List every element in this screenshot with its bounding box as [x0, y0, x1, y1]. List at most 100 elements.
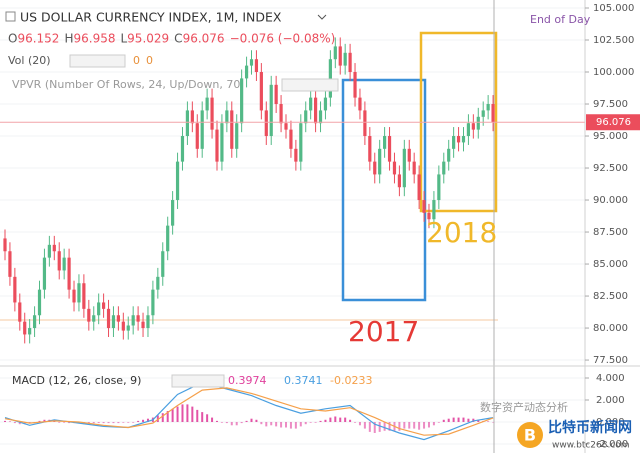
histogram-bar — [388, 421, 391, 431]
y-tick-label: 102.500 — [593, 35, 634, 46]
macd-value: -0.0233 — [330, 374, 372, 387]
candle-body — [47, 244, 51, 258]
icon-group[interactable] — [69, 54, 126, 68]
candle-body — [52, 244, 56, 252]
candle-body — [284, 123, 288, 130]
candle-body — [136, 315, 140, 322]
axis: 77.500 80.000 82.500 85.000 87.500 90.000 92.5… — [585, 3, 640, 450]
candle-body — [249, 59, 254, 66]
histogram-bar — [191, 406, 194, 422]
candle-body — [146, 315, 150, 329]
histogram-bar — [309, 421, 312, 423]
candle-body — [3, 238, 7, 252]
histogram-bar — [142, 419, 145, 422]
candle-body — [28, 328, 32, 335]
histogram-bar — [299, 421, 302, 427]
candle-body — [358, 97, 362, 111]
y-tick-label: 77.500 — [593, 355, 628, 366]
watermark-caption: 数字资产动态分析 — [480, 400, 568, 414]
candle-body — [383, 136, 387, 149]
histogram-bar — [255, 419, 258, 422]
candle-body — [225, 110, 229, 124]
histogram-bar — [38, 420, 41, 422]
histogram-bar — [112, 421, 115, 424]
volume-value: 0 — [133, 54, 140, 67]
histogram-bar — [215, 420, 218, 422]
histogram-bar — [97, 421, 100, 424]
candle-body — [67, 257, 71, 290]
histogram-bar — [171, 408, 174, 422]
last-price-box — [586, 114, 640, 131]
readout-item: C — [174, 32, 182, 46]
histogram-bar — [68, 421, 71, 424]
histogram-bar — [413, 421, 416, 429]
candle-body — [333, 46, 337, 60]
candle-body — [259, 72, 263, 111]
histogram-bar — [378, 421, 381, 432]
histogram-bar — [211, 417, 214, 422]
candle-body — [220, 123, 224, 162]
candle-body — [432, 200, 436, 220]
readout-item: O — [8, 32, 17, 46]
candle-body — [156, 276, 160, 290]
candle-body — [461, 136, 466, 143]
histogram-bar — [245, 420, 248, 422]
candle-body — [77, 283, 81, 303]
candle-body — [141, 321, 145, 329]
y-tick-label: 2.000 — [596, 395, 625, 406]
histogram-bar — [230, 421, 233, 426]
candle-body — [121, 321, 125, 331]
histogram-bar — [107, 421, 110, 424]
candle-body — [442, 161, 446, 175]
candle-body — [412, 161, 416, 175]
y-tick-label: -2.000 — [596, 439, 628, 450]
candle-body — [466, 123, 471, 137]
histogram-bar — [462, 417, 465, 422]
volume-value: 0 — [146, 54, 153, 67]
histogram-bar — [437, 421, 440, 423]
candle-body — [289, 129, 293, 149]
readout: 0.3974 0.3741 -0.0233 — [228, 374, 372, 387]
grid — [0, 7, 585, 445]
histogram-bar — [196, 409, 199, 422]
histogram-bar — [363, 421, 366, 429]
y-tick-label: 87.500 — [593, 227, 628, 238]
histogram-bar — [270, 421, 273, 426]
histogram-bar — [181, 404, 184, 422]
histogram-bar — [447, 418, 450, 422]
histogram-bar — [467, 418, 470, 422]
candle-body — [190, 110, 194, 124]
readout-item: 96.958 — [73, 32, 115, 46]
candle-body — [161, 251, 165, 277]
candle-body — [447, 148, 451, 162]
histogram-bar — [176, 406, 179, 422]
icon-group[interactable] — [281, 78, 339, 92]
histogram-bar — [250, 418, 253, 422]
candle-body — [92, 315, 96, 322]
candle-body — [274, 84, 278, 105]
y-tick-label: 82.500 — [593, 291, 628, 302]
candle-body — [215, 129, 219, 162]
chevron[interactable] — [317, 14, 327, 20]
candle-body — [87, 308, 91, 322]
candle-body — [57, 251, 61, 271]
histogram-bar — [334, 416, 337, 422]
candle-body — [205, 97, 209, 111]
candle-body — [166, 225, 170, 252]
icon[interactable] — [5, 11, 16, 22]
histogram-bar — [477, 419, 480, 422]
candle-body — [353, 72, 357, 98]
histogram-bar — [339, 417, 342, 422]
histogram-bar — [442, 419, 445, 422]
candle-body — [427, 212, 431, 220]
histogram-bar — [418, 421, 421, 430]
candle-body — [185, 110, 190, 137]
annotation: 2018 — [426, 216, 497, 249]
end-of-day: End of Day — [530, 13, 591, 26]
icon-group[interactable] — [171, 374, 225, 388]
candle-body — [269, 84, 273, 137]
candle-body — [8, 251, 12, 277]
histogram-bar — [43, 419, 46, 422]
